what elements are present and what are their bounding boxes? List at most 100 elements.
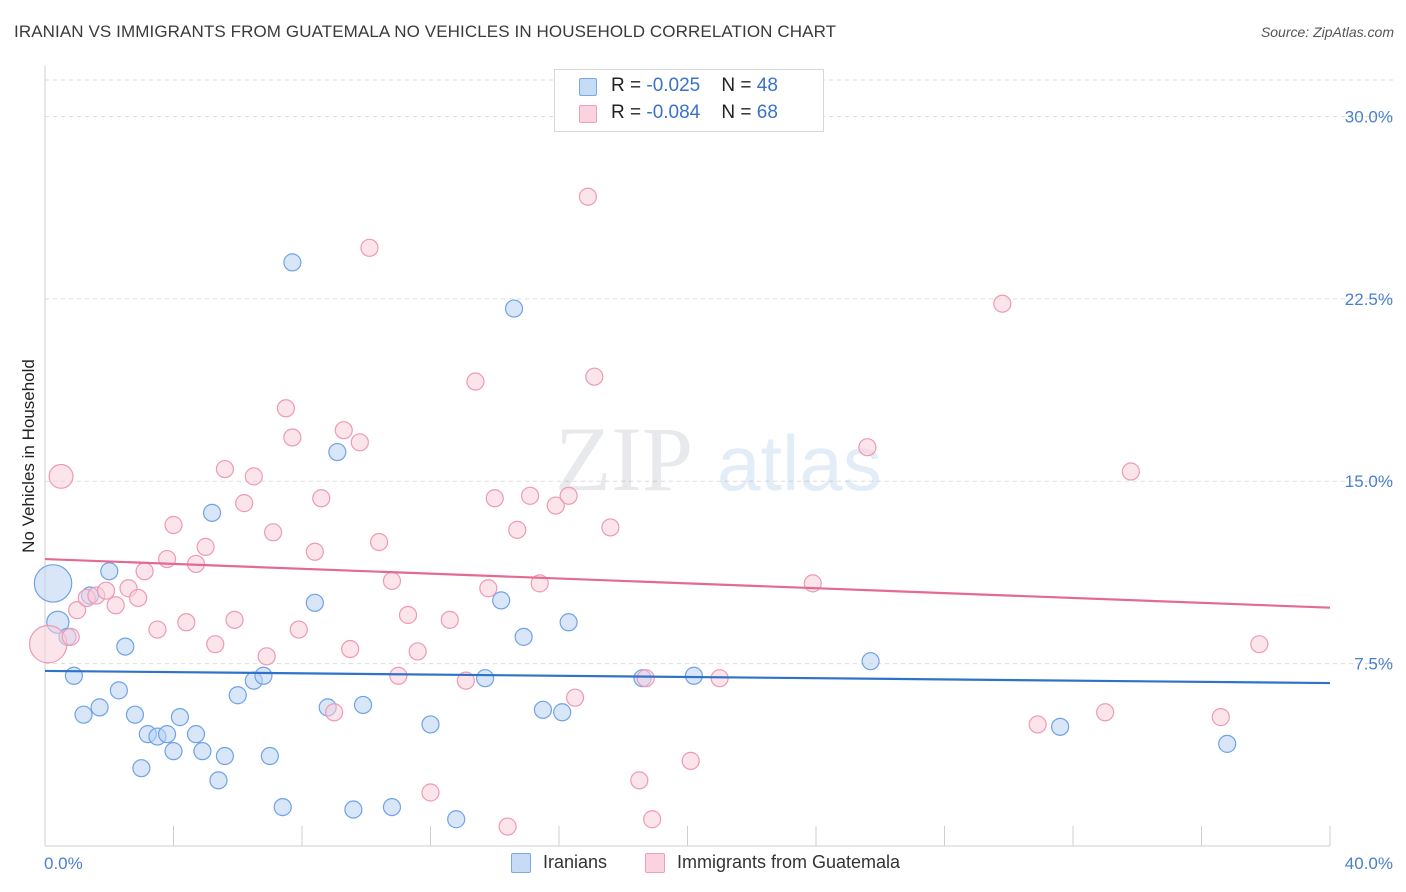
point-guatemala: [636, 669, 655, 688]
point-guatemala: [630, 771, 649, 790]
point-guatemala: [370, 532, 389, 552]
point-iranians: [90, 698, 109, 717]
point-guatemala: [283, 428, 302, 447]
point-guatemala: [68, 601, 87, 620]
point-guatemala: [164, 515, 183, 535]
source-note: Source: ZipAtlas.com: [1260, 24, 1394, 40]
series-legend: Iranians Immigrants from Guatemala: [0, 852, 1406, 876]
series-swatch-iranians: [511, 853, 531, 873]
point-guatemala: [643, 810, 662, 829]
series-label-guatemala: Immigrants from Guatemala: [677, 852, 901, 872]
point-guatemala: [485, 489, 504, 508]
point-guatemala: [28, 624, 68, 664]
point-guatemala: [135, 562, 154, 581]
point-guatemala: [196, 537, 215, 556]
point-guatemala: [350, 433, 369, 452]
point-iranians: [64, 666, 84, 685]
point-guatemala: [578, 187, 598, 206]
point-iranians: [260, 746, 279, 766]
point-guatemala: [565, 688, 585, 707]
point-iranians: [100, 562, 119, 581]
point-guatemala: [421, 783, 440, 802]
point-iranians: [514, 627, 533, 646]
point-iranians: [344, 800, 363, 819]
point-iranians: [186, 725, 206, 744]
y-tick-labels: 7.5% 15.0% 22.5% 30.0%: [1345, 107, 1393, 673]
point-iranians: [492, 591, 511, 610]
point-guatemala: [508, 520, 527, 539]
point-guatemala: [96, 581, 116, 600]
point-guatemala: [263, 523, 283, 542]
point-iranians: [382, 797, 402, 817]
point-guatemala: [215, 459, 234, 479]
point-guatemala: [466, 372, 485, 391]
point-guatemala: [479, 579, 498, 598]
point-guatemala: [559, 486, 578, 505]
point-guatemala: [325, 703, 344, 722]
point-iranians: [684, 666, 704, 685]
point-guatemala: [106, 596, 125, 615]
point-iranians: [553, 703, 572, 722]
legend-n-value: 68: [756, 102, 778, 123]
point-iranians: [328, 442, 347, 462]
point-guatemala: [276, 399, 296, 418]
y-tick-label: 7.5%: [1354, 655, 1393, 674]
point-guatemala: [601, 518, 620, 537]
point-iranians: [74, 705, 93, 724]
point-guatemala: [1250, 635, 1269, 654]
point-iranians: [861, 652, 880, 671]
point-guatemala: [177, 613, 196, 632]
point-iranians: [353, 695, 373, 715]
point-guatemala: [382, 571, 402, 591]
point-guatemala: [312, 489, 331, 508]
y-tick-label: 30.0%: [1345, 107, 1393, 126]
point-guatemala: [148, 620, 167, 639]
point-guatemala: [305, 542, 324, 561]
legend-n-label: N =: [721, 75, 757, 96]
point-guatemala: [289, 620, 308, 639]
point-guatemala: [1121, 462, 1140, 481]
point-guatemala: [341, 639, 360, 659]
point-iranians: [116, 637, 135, 656]
legend-n-label: N =: [721, 102, 757, 123]
point-iranians: [1051, 717, 1070, 736]
gridlines: [45, 79, 1393, 665]
x-tick-label-min: 0.0%: [44, 854, 83, 873]
y-axis-label: No Vehicles in Household: [19, 359, 38, 553]
point-guatemala: [235, 494, 254, 513]
point-guatemala: [440, 610, 459, 629]
chart-title: IRANIAN VS IMMIGRANTS FROM GUATEMALA NO …: [14, 22, 837, 41]
series-swatch-guatemala: [645, 853, 665, 873]
point-guatemala: [157, 549, 177, 569]
point-iranians: [157, 725, 177, 744]
point-guatemala: [1028, 715, 1047, 734]
point-guatemala: [206, 635, 225, 654]
point-iranians: [228, 686, 247, 705]
point-guatemala: [1211, 708, 1230, 727]
point-guatemala: [360, 238, 379, 257]
point-iranians: [1218, 734, 1237, 753]
point-iranians: [447, 810, 466, 829]
point-guatemala: [1096, 703, 1115, 722]
data-points: [28, 187, 1269, 836]
trend-lines: [44, 557, 1331, 685]
point-guatemala: [48, 463, 74, 489]
point-iranians: [421, 715, 440, 734]
point-iranians: [164, 742, 183, 761]
point-guatemala: [408, 642, 427, 661]
legend-r-value: -0.025: [646, 75, 701, 96]
point-guatemala: [225, 610, 244, 629]
point-iranians: [273, 797, 292, 817]
point-guatemala: [398, 605, 418, 625]
point-guatemala: [456, 671, 475, 690]
point-iranians: [109, 681, 128, 700]
point-guatemala: [244, 467, 263, 486]
point-guatemala: [498, 817, 517, 836]
watermark: ZIP atlas: [555, 408, 882, 510]
trend-line-guatemala: [44, 557, 1331, 609]
point-iranians: [476, 669, 495, 688]
point-guatemala: [546, 496, 565, 515]
point-guatemala: [129, 588, 148, 608]
point-iranians: [125, 705, 145, 724]
